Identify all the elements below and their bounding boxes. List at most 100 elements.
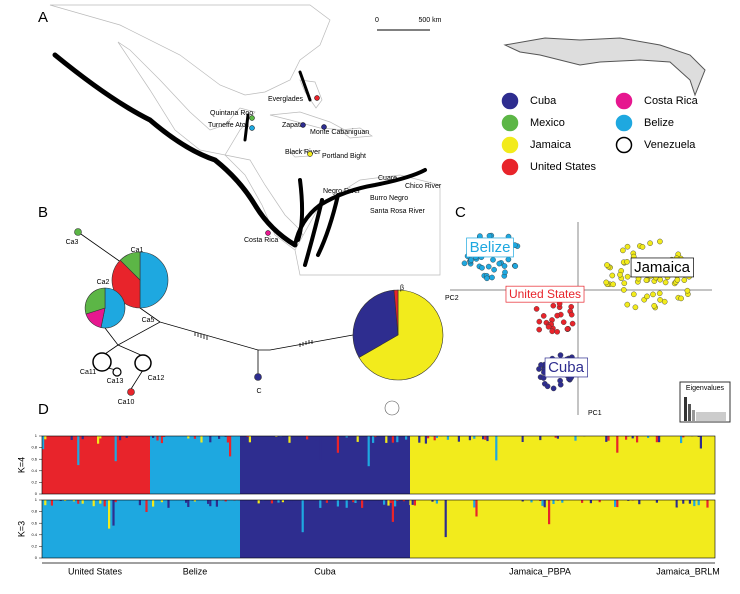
structure-stripe xyxy=(614,500,617,507)
structure-stripe xyxy=(682,500,685,504)
group-label: Jamaica_PBPA xyxy=(509,566,571,576)
pca-point xyxy=(632,304,639,311)
structure-stripe xyxy=(77,500,80,504)
structure-stripe xyxy=(81,500,84,504)
structure-stripe xyxy=(699,436,702,449)
structure-stripe xyxy=(664,436,667,444)
structure-stripe xyxy=(552,436,555,444)
pca-point xyxy=(496,260,503,267)
structure-stripe xyxy=(605,436,608,442)
pca-point xyxy=(502,269,508,276)
structure-stripe xyxy=(660,500,663,505)
structure-block xyxy=(42,436,150,494)
structure-stripe xyxy=(552,500,555,504)
structure-stripe xyxy=(405,500,408,505)
structure-stripe xyxy=(79,500,82,506)
structure-stripe xyxy=(655,500,658,503)
structure-stripe xyxy=(435,436,438,438)
structure-stripe xyxy=(224,500,227,502)
structure-stripe xyxy=(556,436,559,439)
pca-point xyxy=(540,313,547,319)
y-tick-label: 0.4 xyxy=(31,532,37,537)
structure-stripe xyxy=(640,436,643,440)
haplotype-label: Ca5 xyxy=(142,317,155,324)
structure-block xyxy=(410,436,715,494)
structure-stripe xyxy=(160,500,163,503)
pca-point xyxy=(557,381,564,388)
structure-stripe xyxy=(383,500,386,505)
structure-stripe xyxy=(367,500,370,505)
structure-stripe xyxy=(42,436,45,450)
pca-point xyxy=(557,352,564,358)
legend-swatch xyxy=(501,136,519,154)
structure-stripe xyxy=(92,500,95,507)
structure-stripe xyxy=(658,436,661,443)
pca-group-label: Cuba xyxy=(548,359,585,376)
structure-stripe xyxy=(288,436,291,443)
pca-point xyxy=(536,326,543,333)
structure-stripe xyxy=(391,500,394,522)
structure-stripe xyxy=(521,436,524,442)
site-marker xyxy=(249,125,255,131)
site-marker xyxy=(321,124,327,130)
structure-frame xyxy=(41,499,716,559)
structure-stripe xyxy=(433,436,436,441)
haplotype-label: Ca1 xyxy=(131,247,144,254)
structure-stripe xyxy=(682,436,685,438)
structure-stripe xyxy=(64,500,67,501)
structure-stripe xyxy=(92,436,95,443)
structure-stripe xyxy=(176,436,179,438)
structure-block xyxy=(240,436,410,494)
legend-label: Costa Rica xyxy=(644,95,699,107)
structure-stripe xyxy=(119,436,122,441)
structure-stripe xyxy=(242,436,245,444)
place-label: Monte Cabaniguan xyxy=(310,129,369,136)
structure-stripe xyxy=(625,436,628,440)
y-tick-label: 1 xyxy=(35,497,38,502)
pca-axis-label: PC1 xyxy=(588,410,602,417)
pca-point xyxy=(550,302,557,309)
pca-point xyxy=(674,277,681,283)
structure-stripe xyxy=(530,500,533,503)
structure-block xyxy=(410,500,715,558)
structure-stripe xyxy=(539,436,542,441)
group-label: Jamaica_BRLM xyxy=(656,566,720,576)
structure-stripe xyxy=(374,436,377,438)
structure-stripe xyxy=(541,500,544,506)
pca-point xyxy=(554,312,561,319)
y-tick-label: 0.2 xyxy=(31,479,37,484)
legend-label: Belize xyxy=(644,117,674,129)
scale-label: 0 xyxy=(375,17,379,24)
structure-stripe xyxy=(167,500,170,508)
structure-stripe xyxy=(224,436,227,437)
structure-stripe xyxy=(589,500,592,504)
structure-stripe xyxy=(275,436,278,437)
pca-label-box xyxy=(630,257,694,278)
structure-stripe xyxy=(409,500,412,506)
structure-stripe xyxy=(193,436,196,439)
group-label: Cuba xyxy=(314,566,336,576)
pca-point xyxy=(479,264,485,271)
site-marker xyxy=(300,122,306,128)
structure-stripe xyxy=(352,500,355,503)
pca-point xyxy=(650,291,656,298)
structure-stripe xyxy=(495,436,498,461)
structure-stripe xyxy=(581,500,584,503)
structure-stripe xyxy=(578,500,581,504)
legend-swatch xyxy=(615,136,633,154)
structure-stripe xyxy=(603,500,606,507)
structure-stripe xyxy=(427,500,430,540)
network-edges xyxy=(77,231,354,390)
structure-stripe xyxy=(680,436,683,444)
structure-stripe xyxy=(473,500,476,508)
structure-stripe xyxy=(229,436,232,457)
structure-stripe xyxy=(44,500,47,506)
place-label: Cuare xyxy=(378,175,397,182)
structure-stripe xyxy=(325,500,328,503)
structure-stripe xyxy=(431,500,434,502)
structure-stripe xyxy=(114,436,117,462)
y-tick-label: 0.8 xyxy=(31,445,37,450)
pca-point xyxy=(560,319,567,326)
legend-swatch xyxy=(501,158,519,176)
